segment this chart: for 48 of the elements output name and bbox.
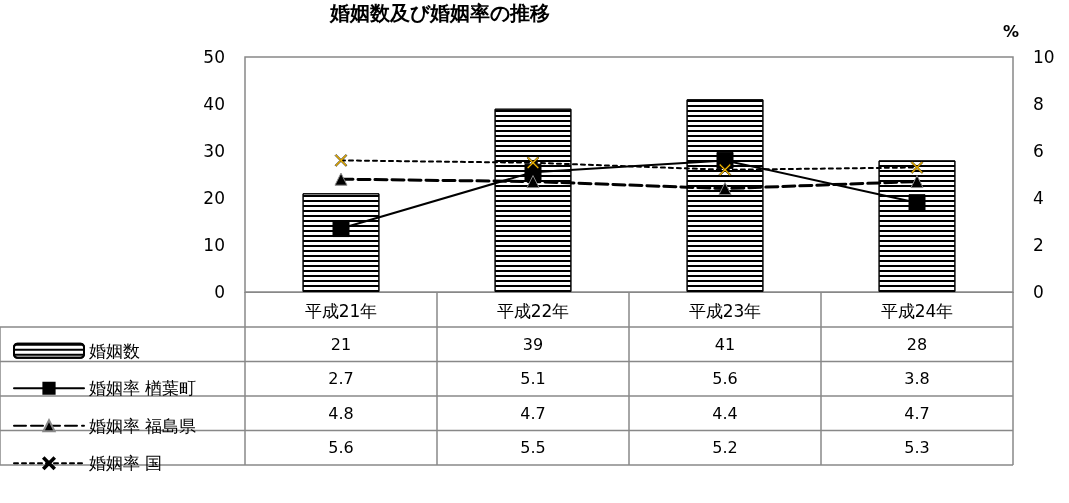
legend-label: 婚姻率 福島県 xyxy=(89,415,197,436)
data-label: 5.1 xyxy=(520,369,546,389)
y2-axis-title: % xyxy=(1003,21,1020,41)
y-tick-label: 0 xyxy=(214,282,225,302)
point xyxy=(718,182,732,196)
data-label: 28 xyxy=(906,334,928,354)
data-label: 5.3 xyxy=(904,438,930,458)
y2-tick-label: 2 xyxy=(1033,235,1044,255)
data-label: 3.8 xyxy=(904,369,930,389)
legend-label: 婚姻率 楢葉町 xyxy=(89,378,197,399)
data-label: 5.2 xyxy=(712,438,738,458)
point xyxy=(526,156,540,169)
point xyxy=(526,175,540,189)
point xyxy=(908,194,926,212)
data-label: 5.6 xyxy=(328,438,354,458)
legend-label: 婚姻数 xyxy=(89,340,140,361)
x-tick-label: 平成24年 xyxy=(880,300,954,321)
data-label: 5.5 xyxy=(520,438,546,458)
y-tick-label: 30 xyxy=(203,141,225,161)
data-label: 21 xyxy=(330,334,352,354)
chart-title: 婚姻数及び婚姻率の推移 xyxy=(329,1,550,25)
point xyxy=(910,161,924,174)
point xyxy=(334,172,348,186)
data-label: 2.7 xyxy=(328,369,354,389)
y2-tick-label: 4 xyxy=(1033,188,1044,208)
y2-tick-label: 10 xyxy=(1033,47,1055,67)
y-tick-label: 50 xyxy=(203,47,225,67)
x-tick-label: 平成22年 xyxy=(496,300,570,321)
y-tick-label: 20 xyxy=(203,188,225,208)
point xyxy=(332,220,350,238)
y2-tick-label: 6 xyxy=(1033,141,1044,161)
point xyxy=(910,175,924,189)
data-label: 39 xyxy=(522,334,544,354)
y2-tick-label: 0 xyxy=(1033,282,1044,302)
x-tick-label: 平成21年 xyxy=(304,300,378,321)
data-label: 4.4 xyxy=(712,403,738,423)
legend-label: 婚姻率 国 xyxy=(89,453,163,474)
x-tick-label: 平成23年 xyxy=(688,300,762,321)
data-label: 4.7 xyxy=(520,403,546,423)
point xyxy=(334,154,348,167)
data-label: 41 xyxy=(714,334,736,354)
point xyxy=(718,163,732,177)
data-label: 5.6 xyxy=(712,369,738,389)
y2-tick-label: 8 xyxy=(1033,94,1044,114)
y-tick-label: 10 xyxy=(203,235,225,255)
y-tick-label: 40 xyxy=(203,94,225,114)
data-label: 4.7 xyxy=(904,403,930,423)
data-label: 4.8 xyxy=(328,403,354,423)
